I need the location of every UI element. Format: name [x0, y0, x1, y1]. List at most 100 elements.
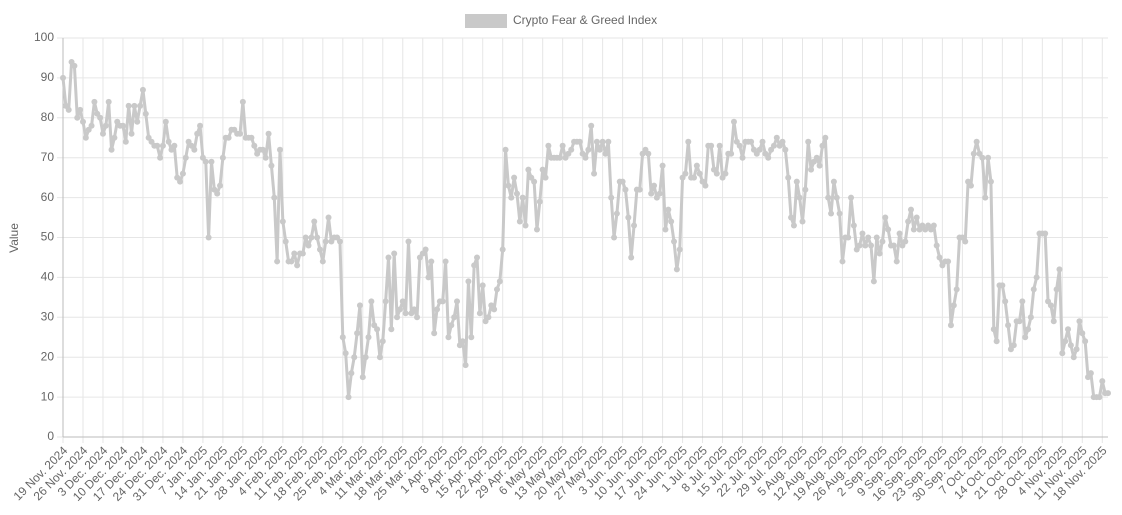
data-point: [1065, 326, 1072, 333]
data-point: [262, 154, 269, 161]
data-point: [319, 258, 326, 265]
data-point: [162, 118, 169, 125]
data-point: [182, 154, 189, 161]
data-point: [905, 218, 912, 225]
data-point: [833, 194, 840, 201]
data-point: [479, 282, 486, 289]
data-point: [1082, 338, 1089, 345]
data-point: [137, 102, 144, 109]
data-point: [462, 362, 469, 369]
data-point: [702, 182, 709, 189]
data-point: [708, 142, 715, 149]
data-point: [685, 138, 692, 145]
data-point: [822, 134, 829, 141]
data-point: [194, 130, 201, 137]
data-point: [982, 194, 989, 201]
data-point: [533, 226, 540, 233]
data-point: [65, 106, 72, 113]
data-point: [388, 326, 395, 333]
data-point: [60, 74, 66, 81]
data-point: [645, 150, 652, 157]
data-point: [431, 330, 438, 337]
data-point: [311, 218, 318, 225]
data-point: [71, 62, 78, 69]
data-point: [973, 138, 980, 145]
data-point: [993, 338, 1000, 345]
data-point: [1079, 330, 1086, 337]
data-point: [970, 150, 977, 157]
data-point: [208, 158, 215, 165]
data-point: [316, 246, 323, 253]
data-point: [191, 146, 198, 153]
data-point: [967, 182, 974, 189]
data-point: [913, 214, 920, 221]
y-tick-label: 100: [34, 30, 54, 44]
data-point: [631, 222, 638, 229]
data-point: [902, 238, 909, 245]
data-point: [845, 234, 852, 241]
data-point: [359, 374, 366, 381]
data-point: [374, 326, 381, 333]
data-point: [808, 166, 815, 173]
data-point: [591, 170, 598, 177]
data-point: [893, 258, 900, 265]
data-point: [351, 354, 358, 361]
data-point: [88, 122, 95, 129]
data-point: [171, 142, 178, 149]
data-point: [1087, 370, 1094, 377]
data-point: [105, 98, 112, 105]
data-point: [625, 214, 632, 221]
data-point: [1096, 394, 1103, 401]
data-point: [828, 210, 835, 217]
data-point: [291, 250, 298, 257]
data-point: [830, 178, 837, 185]
data-point: [599, 138, 606, 145]
data-point: [873, 234, 880, 241]
data-point: [396, 306, 403, 313]
data-point: [513, 190, 520, 197]
data-point: [288, 258, 295, 265]
data-point: [713, 170, 720, 177]
data-point: [848, 194, 855, 201]
data-point: [805, 138, 812, 145]
data-point: [365, 334, 372, 341]
data-point: [1070, 354, 1077, 361]
data-point: [990, 326, 997, 333]
data-point: [434, 306, 441, 313]
data-point: [770, 142, 777, 149]
data-point: [722, 170, 729, 177]
data-point: [237, 130, 244, 137]
data-point: [425, 274, 432, 281]
data-point: [1099, 378, 1106, 385]
data-point: [622, 186, 629, 193]
data-point: [376, 354, 383, 361]
data-point: [308, 234, 315, 241]
data-point: [197, 122, 204, 129]
data-point: [910, 226, 917, 233]
data-point: [179, 170, 186, 177]
data-point: [671, 238, 678, 245]
data-point: [1067, 342, 1074, 349]
data-point: [825, 194, 832, 201]
y-tick-label: 30: [41, 309, 55, 323]
data-point: [862, 242, 869, 249]
data-point: [302, 234, 309, 241]
data-point: [342, 350, 349, 357]
data-point: [850, 222, 857, 229]
data-point: [1022, 334, 1029, 341]
data-point: [987, 178, 994, 185]
data-point: [930, 222, 937, 229]
data-point: [522, 222, 529, 229]
data-point: [422, 246, 429, 253]
data-point: [596, 146, 603, 153]
data-point: [602, 150, 609, 157]
data-point: [248, 134, 255, 141]
data-point: [962, 238, 969, 245]
y-tick-label: 70: [41, 150, 55, 164]
data-point: [868, 242, 875, 249]
data-point: [519, 194, 526, 201]
data-point: [451, 314, 458, 321]
data-point: [728, 150, 735, 157]
